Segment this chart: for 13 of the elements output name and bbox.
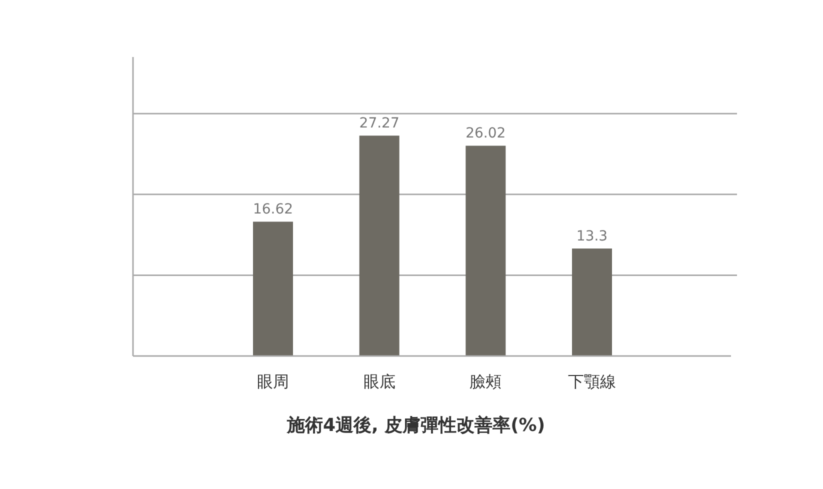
bar (359, 136, 400, 356)
x-tick-label: 臉頰 (470, 372, 502, 391)
data-label: 26.02 (466, 126, 506, 142)
data-label: 16.62 (252, 202, 294, 218)
x-tick-label: 眼周 (257, 372, 289, 391)
data-label: 27.27 (359, 116, 400, 132)
bar (253, 222, 293, 356)
bar (572, 248, 612, 356)
text: 施術4週後, 皮膚彈性改善率(%) (286, 415, 546, 436)
data-label: 13.3 (576, 228, 608, 245)
x-tick-label: 下顎線 (568, 372, 616, 391)
bar (466, 146, 506, 356)
x-tick-label: 眼底 (363, 372, 396, 391)
